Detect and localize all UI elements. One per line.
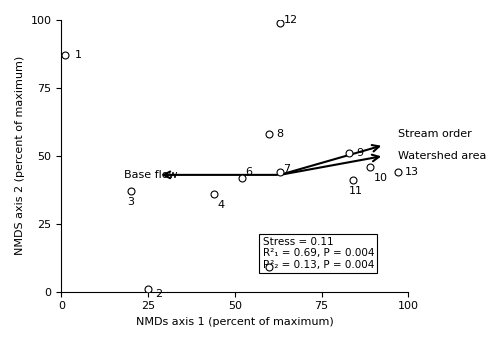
Text: 10: 10 (374, 173, 388, 183)
Text: 7: 7 (284, 165, 290, 174)
Text: 3: 3 (127, 197, 134, 207)
Text: 9: 9 (356, 148, 364, 158)
Text: Base flow: Base flow (124, 170, 178, 180)
Text: 1: 1 (75, 50, 82, 60)
Text: Stream order: Stream order (398, 129, 471, 139)
Y-axis label: NMDS axis 2 (percent of maximum): NMDS axis 2 (percent of maximum) (15, 56, 25, 255)
Text: 6: 6 (245, 167, 252, 177)
Text: 12: 12 (284, 15, 298, 25)
Text: 8: 8 (276, 129, 283, 139)
Text: 11: 11 (350, 186, 364, 196)
Text: 2: 2 (155, 289, 162, 300)
Text: 13: 13 (405, 167, 419, 177)
Text: 5: 5 (276, 262, 283, 272)
Text: Stress = 0.11
R²₁ = 0.69, P = 0.004
R²₂ = 0.13, P = 0.004: Stress = 0.11 R²₁ = 0.69, P = 0.004 R²₂ … (262, 237, 374, 270)
Text: 4: 4 (218, 200, 224, 210)
Text: Watershed area: Watershed area (398, 151, 486, 161)
X-axis label: NMDs axis 1 (percent of maximum): NMDs axis 1 (percent of maximum) (136, 317, 334, 327)
